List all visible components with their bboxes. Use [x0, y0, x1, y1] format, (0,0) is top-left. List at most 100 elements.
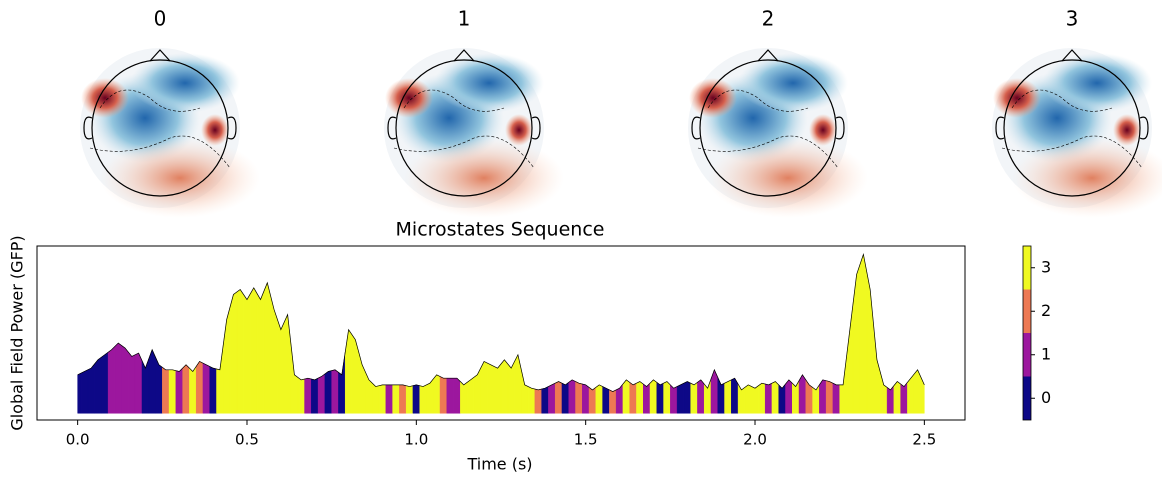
topomap — [383, 47, 565, 219]
state-segment — [832, 382, 840, 414]
state-segment — [399, 384, 407, 414]
state-segment — [189, 365, 197, 414]
state-segment — [852, 264, 861, 414]
state-segment — [568, 379, 576, 414]
state-segment — [202, 362, 210, 414]
state-segment — [521, 369, 529, 414]
state-segment — [819, 379, 827, 414]
state-segment — [880, 372, 888, 414]
state-segment — [920, 377, 925, 414]
state-segment — [77, 372, 82, 414]
colorbar-segment — [1023, 289, 1031, 333]
state-segment — [114, 342, 122, 414]
state-segment — [216, 344, 224, 414]
state-segment — [317, 373, 326, 414]
state-segment — [487, 362, 495, 414]
state-segment — [663, 381, 671, 414]
state-segment — [148, 349, 156, 414]
state-segment — [209, 366, 217, 414]
state-segment — [514, 354, 522, 414]
state-segment — [256, 291, 265, 414]
state-segment — [676, 382, 685, 414]
state-segment — [162, 366, 170, 414]
state-segment — [792, 379, 800, 414]
x-tick-label: 0.0 — [66, 431, 90, 449]
state-segment — [825, 380, 834, 414]
state-segment — [378, 384, 387, 414]
state-segment — [642, 382, 651, 414]
state-segment — [182, 364, 190, 414]
state-segment — [229, 291, 238, 414]
state-segment — [297, 376, 305, 414]
colorbar-segment — [1023, 333, 1031, 377]
state-segment — [548, 382, 556, 414]
y-axis-label: Global Field Power (GFP) — [8, 235, 27, 430]
state-segment — [338, 352, 346, 414]
colorbar-segment — [1023, 376, 1031, 420]
topomap — [79, 47, 261, 219]
state-segment — [703, 378, 712, 414]
state-segment — [466, 376, 475, 414]
state-segment — [859, 253, 868, 414]
state-segment — [385, 384, 393, 414]
colorbar-tick-label: 1 — [1041, 344, 1051, 363]
state-segment — [87, 363, 95, 414]
x-tick-label: 2.5 — [912, 431, 936, 449]
state-segment — [534, 388, 542, 414]
state-segment — [480, 361, 488, 414]
state-segment — [155, 357, 163, 414]
gfp-line — [77, 252, 925, 392]
state-segment — [744, 384, 752, 414]
state-segment — [900, 381, 908, 414]
state-segment — [263, 282, 271, 414]
state-segment — [277, 319, 285, 414]
state-segment — [392, 384, 400, 414]
state-segment — [128, 351, 136, 414]
state-segment — [913, 369, 922, 414]
state-segment — [812, 384, 820, 414]
state-segment — [419, 384, 427, 414]
state-segment — [446, 377, 454, 414]
state-segment — [622, 379, 630, 414]
state-segment — [331, 369, 339, 414]
state-segment — [690, 381, 698, 414]
state-segment — [500, 359, 509, 414]
state-segment — [324, 370, 332, 414]
topomap-title: 1 — [458, 7, 471, 31]
state-segment — [250, 287, 258, 414]
state-segment — [141, 358, 150, 414]
state-segment — [527, 386, 536, 414]
state-segment — [602, 386, 610, 414]
colorbar-tick-label: 2 — [1041, 301, 1051, 320]
x-tick-label: 0.5 — [235, 431, 259, 449]
state-segment — [588, 386, 597, 414]
plot-frame — [36, 245, 966, 421]
state-segment — [195, 361, 204, 414]
state-segment — [493, 363, 502, 414]
state-segment — [785, 379, 793, 414]
state-segment — [175, 367, 183, 414]
state-segment — [758, 382, 766, 414]
x-tick-label: 1.5 — [574, 431, 598, 449]
state-segment — [609, 389, 617, 414]
state-segment — [134, 352, 143, 414]
state-segment — [236, 289, 244, 414]
state-segment — [846, 302, 854, 414]
topomap — [687, 47, 869, 219]
state-segment — [80, 369, 89, 414]
state-segment — [907, 373, 915, 414]
state-segment — [372, 382, 380, 414]
colorbar-segment — [1023, 246, 1031, 290]
state-segment — [243, 292, 251, 414]
state-segment — [283, 313, 292, 414]
state-segment — [270, 296, 278, 414]
state-segment — [168, 369, 177, 414]
state-segment — [439, 376, 448, 414]
state-segment — [764, 382, 773, 414]
state-segment — [223, 307, 231, 414]
topomap-title: 3 — [1066, 7, 1079, 31]
colorbar-tick-label: 0 — [1041, 388, 1051, 407]
state-segment — [304, 377, 312, 414]
state-segment — [697, 379, 705, 414]
